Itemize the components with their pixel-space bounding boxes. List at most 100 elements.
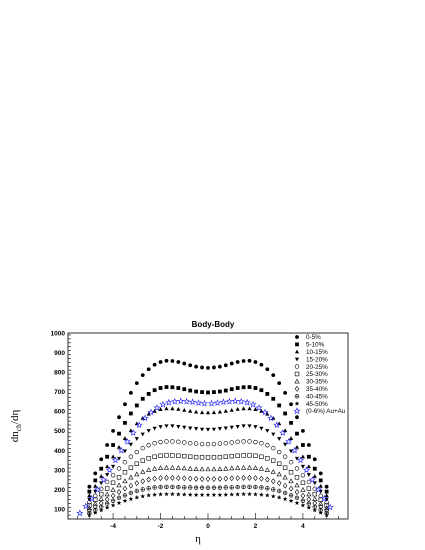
data-point	[188, 363, 193, 368]
data-point	[306, 491, 312, 497]
data-point	[104, 505, 110, 510]
data-point	[116, 495, 122, 501]
data-point	[164, 484, 169, 490]
data-point	[181, 492, 187, 497]
data-point	[247, 406, 252, 411]
data-point	[241, 491, 246, 497]
data-point	[99, 481, 104, 486]
data-point	[282, 454, 288, 459]
data-point	[211, 492, 217, 497]
data-point	[152, 465, 158, 471]
data-point	[241, 359, 246, 363]
data-point	[247, 484, 252, 490]
data-point	[193, 466, 199, 471]
data-point	[193, 485, 199, 490]
data-point	[199, 441, 205, 447]
data-point	[229, 485, 234, 490]
data-point	[110, 502, 116, 508]
data-point	[134, 480, 140, 487]
data-point	[93, 483, 98, 488]
data-point	[312, 496, 318, 501]
data-point	[193, 441, 199, 446]
data-point	[152, 362, 157, 367]
data-point	[306, 501, 312, 506]
data-point	[235, 465, 241, 470]
data-point	[265, 486, 270, 491]
data-point	[314, 485, 322, 493]
data-point	[294, 466, 300, 471]
data-point	[282, 490, 288, 496]
data-point	[301, 428, 305, 433]
data-point	[306, 454, 311, 459]
data-point	[235, 406, 240, 411]
data-point	[188, 408, 193, 413]
data-point	[86, 505, 92, 511]
data-point	[324, 512, 329, 518]
data-point	[300, 472, 306, 478]
data-point	[157, 465, 164, 471]
data-point	[188, 388, 193, 393]
legend-label: 35-40%	[306, 386, 328, 393]
data-point	[282, 496, 288, 502]
data-point	[159, 400, 167, 408]
data-point	[261, 408, 269, 416]
data-point	[98, 496, 104, 501]
data-point	[270, 478, 276, 485]
data-point	[122, 460, 128, 465]
y-axis-title: dnch/dη	[9, 410, 23, 443]
data-point	[104, 496, 110, 503]
data-point	[93, 471, 98, 476]
data-point	[211, 455, 217, 460]
data-point	[98, 507, 104, 513]
data-point	[181, 465, 187, 471]
data-point	[223, 363, 228, 368]
data-point	[288, 478, 294, 484]
data-point	[146, 492, 152, 498]
data-point	[176, 475, 181, 482]
series-5	[87, 453, 329, 508]
data-point	[246, 464, 253, 470]
data-point	[87, 500, 92, 505]
data-point	[116, 500, 122, 505]
data-point	[205, 455, 211, 460]
data-point	[158, 453, 163, 458]
data-point	[247, 474, 252, 481]
data-point	[87, 493, 92, 498]
data-point	[271, 458, 276, 463]
data-point	[247, 385, 252, 389]
data-point	[253, 491, 258, 497]
data-point	[276, 494, 282, 500]
data-point	[219, 398, 227, 406]
data-point	[320, 494, 328, 502]
data-point	[140, 458, 145, 463]
data-point	[283, 411, 288, 416]
data-point	[164, 491, 169, 497]
data-point	[253, 484, 258, 490]
data-point	[288, 436, 294, 440]
data-point	[152, 441, 157, 446]
data-point	[182, 440, 187, 445]
data-point	[243, 398, 251, 406]
data-point	[253, 386, 258, 390]
data-point	[213, 399, 222, 406]
data-point	[199, 485, 205, 490]
data-point	[87, 484, 92, 489]
data-point	[116, 444, 122, 449]
data-point	[170, 406, 175, 411]
data-point	[116, 475, 122, 480]
data-point	[116, 466, 122, 471]
data-point	[122, 493, 128, 498]
data-point	[152, 388, 157, 393]
data-point	[99, 474, 104, 478]
data-point	[276, 461, 282, 466]
data-point	[170, 453, 175, 458]
data-point	[176, 453, 181, 458]
data-point	[111, 428, 115, 433]
data-point	[265, 456, 270, 461]
data-point	[82, 502, 90, 510]
x-tick-label: -2	[158, 523, 164, 530]
data-point	[294, 482, 300, 488]
data-point	[128, 490, 134, 496]
data-point	[152, 454, 157, 459]
data-point	[235, 439, 240, 445]
